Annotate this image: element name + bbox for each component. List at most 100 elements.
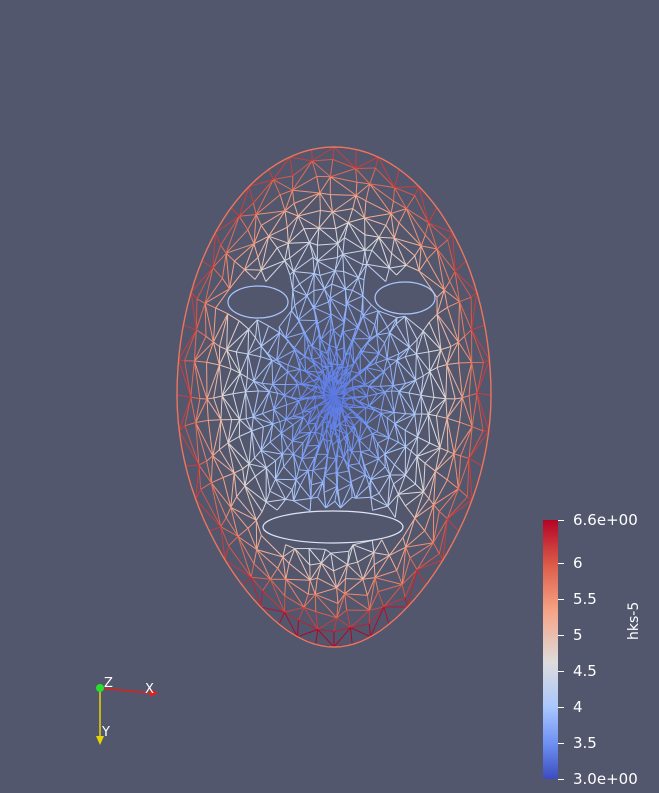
- mesh-edge: [178, 359, 185, 362]
- mesh-edge: [253, 413, 263, 418]
- y-axis-arrow: [96, 736, 104, 745]
- eye-rim: [227, 285, 289, 319]
- mesh-edge: [334, 270, 344, 272]
- mesh-edge: [377, 437, 390, 444]
- mesh-edge: [358, 277, 365, 281]
- mesh-edge: [343, 222, 349, 238]
- mesh-edge: [269, 432, 282, 443]
- mesh-edge: [424, 530, 434, 544]
- mesh-edge: [350, 627, 371, 638]
- mesh-edge: [428, 498, 435, 506]
- mesh-edge: [371, 304, 379, 312]
- mesh-edge: [332, 146, 335, 160]
- mesh-edge: [331, 394, 335, 405]
- mesh-edge: [319, 378, 325, 391]
- mesh-edge: [379, 385, 386, 393]
- mesh-edge: [277, 242, 289, 249]
- mesh-edge: [375, 156, 379, 169]
- mesh-edge: [300, 384, 310, 400]
- mesh-edge: [247, 519, 257, 529]
- mesh-edge: [312, 469, 324, 483]
- mesh-edge: [284, 260, 294, 272]
- mesh-edge: [201, 260, 214, 269]
- mesh-edge: [438, 488, 459, 512]
- mesh-edge: [297, 307, 314, 321]
- mesh-edge: [416, 414, 429, 438]
- mesh-edge: [353, 385, 361, 388]
- mesh-edge: [328, 379, 335, 396]
- mesh-edge: [394, 423, 406, 431]
- mesh-edge: [212, 419, 222, 457]
- mesh-edge: [292, 411, 303, 417]
- mesh-edge: [278, 310, 292, 328]
- mesh-edge: [254, 457, 267, 469]
- mesh-edge: [464, 329, 472, 337]
- mesh-edge: [436, 239, 448, 250]
- mesh-edge: [319, 192, 333, 213]
- mesh-edge: [468, 430, 484, 459]
- mesh-edge: [446, 479, 459, 490]
- mesh-edge: [330, 168, 356, 178]
- mesh-edge: [357, 562, 364, 580]
- mesh-edge: [260, 450, 276, 462]
- mesh-edge: [417, 436, 430, 444]
- mesh-edge: [279, 194, 286, 212]
- mesh-edge: [269, 391, 278, 394]
- mesh-edge: [368, 623, 371, 637]
- mesh-edge: [379, 371, 385, 387]
- mesh-edge: [389, 537, 404, 556]
- mesh-edge: [210, 482, 227, 518]
- mesh-edge: [395, 316, 406, 325]
- mesh-edge: [206, 460, 212, 483]
- mesh-edge: [356, 181, 370, 185]
- mesh-edge: [446, 397, 463, 419]
- mesh-edge: [342, 254, 345, 272]
- mesh-edge: [380, 412, 388, 419]
- mesh-edge: [299, 369, 303, 385]
- mesh-edge: [298, 432, 311, 434]
- mesh-edge: [287, 349, 296, 366]
- mesh-edge: [375, 358, 388, 364]
- mesh-edge: [193, 329, 197, 362]
- mesh-edge: [284, 595, 305, 608]
- mesh-edge: [316, 228, 320, 246]
- mesh-edge: [418, 245, 422, 272]
- mesh-edge: [352, 384, 366, 391]
- mesh-edge: [420, 395, 423, 415]
- mesh-edge: [226, 313, 229, 350]
- mesh-edge: [404, 356, 417, 381]
- mesh-edge: [314, 431, 322, 435]
- mesh-edge: [235, 328, 250, 353]
- mesh-edge: [298, 397, 309, 402]
- mesh-edge: [347, 561, 358, 566]
- mesh-edge: [346, 609, 351, 628]
- mesh-edge: [304, 345, 309, 357]
- mesh-edge: [477, 392, 492, 396]
- mesh-edge: [225, 229, 249, 254]
- mesh-edge: [276, 359, 289, 373]
- mesh-edge: [385, 225, 395, 239]
- mesh-edge: [265, 467, 271, 492]
- mesh-edge: [438, 518, 448, 554]
- mesh-edge: [446, 364, 463, 398]
- mesh-edge: [384, 446, 406, 455]
- mesh-edge: [232, 391, 246, 395]
- mesh-edge: [317, 243, 338, 246]
- mesh-edge: [273, 409, 281, 422]
- mesh-edge: [348, 416, 356, 428]
- mesh-edge: [414, 498, 430, 519]
- mesh-edge: [190, 397, 197, 423]
- mesh-edge: [343, 363, 355, 375]
- mesh-edge: [415, 483, 424, 493]
- mesh-edge: [312, 257, 315, 274]
- mesh-edge: [220, 526, 239, 537]
- mesh-edge: [320, 329, 332, 340]
- mesh-edge: [366, 396, 370, 407]
- mesh-edge: [428, 222, 453, 234]
- mesh-edge: [383, 606, 390, 625]
- mesh-edge: [476, 362, 484, 394]
- mesh-edge: [235, 351, 241, 374]
- mesh-edge: [365, 353, 380, 368]
